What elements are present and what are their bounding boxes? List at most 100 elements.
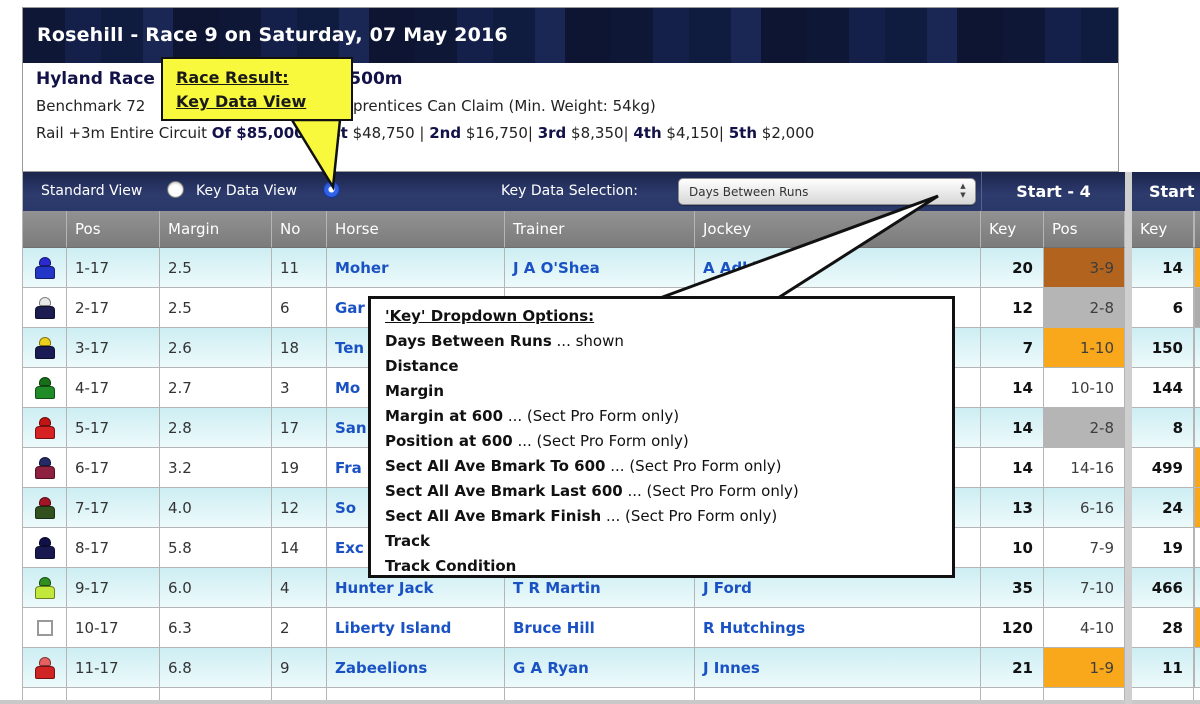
jockey-link[interactable]: J Ford — [695, 568, 981, 608]
header-no: No — [272, 211, 327, 248]
option-name: Sect All Ave Bmark Last 600 — [385, 482, 623, 500]
option-name: Position at 600 — [385, 432, 513, 450]
pos-start4-value: 7-9 — [1089, 538, 1115, 557]
dropdown-value: Days Between Runs — [689, 185, 809, 199]
race-title-bar: Rosehill - Race 9 on Saturday, 07 May 20… — [23, 8, 1118, 63]
bottom-edge — [0, 700, 1200, 704]
prize-segment: $48,750 | — [347, 124, 430, 142]
cell-no: 9 — [272, 648, 327, 688]
trainer-link[interactable]: J A O'Shea — [505, 248, 695, 288]
cell-key-start4: 13 — [981, 488, 1044, 528]
option-name: Sect All Ave Bmark Finish — [385, 507, 602, 525]
jockey-link[interactable]: J Innes — [695, 648, 981, 688]
header-margin: Margin — [160, 211, 272, 248]
silks-jacket-icon — [34, 656, 55, 679]
silks-jacket-icon — [34, 576, 55, 599]
partial-cell — [272, 688, 327, 700]
view-toolbar: Standard View Key Data View Key Data Sel… — [23, 172, 1200, 211]
trainer-link[interactable]: G A Ryan — [505, 648, 695, 688]
cell-no: 11 — [272, 248, 327, 288]
cell-no: 14 — [272, 528, 327, 568]
callout-title: 'Key' Dropdown Options: — [385, 307, 595, 325]
key-data-selection-dropdown[interactable]: Days Between Runs ▲ ▼ — [678, 178, 976, 205]
horse-link[interactable]: Hunter Jack — [327, 568, 505, 608]
horse-link[interactable]: Moher — [327, 248, 505, 288]
callout-option: Track Condition — [385, 554, 952, 579]
cell-margin: 5.8 — [160, 528, 272, 568]
cell-pos: 1-17 — [67, 248, 160, 288]
silks-empty-icon — [36, 619, 53, 636]
pos-start4-value: 7-10 — [1079, 578, 1114, 597]
cell-clipped — [1194, 408, 1200, 448]
pos-start4-value: 3-9 — [1089, 258, 1115, 277]
cell-pos: 11-17 — [67, 648, 160, 688]
cell-pos-start4: 1-9 — [1044, 648, 1125, 688]
header-pos-start4: Pos — [1044, 211, 1125, 248]
cell-margin: 6.3 — [160, 608, 272, 648]
horse-link[interactable]: Zabeelions — [327, 648, 505, 688]
page-title: Rosehill - Race 9 on Saturday, 07 May 20… — [37, 24, 508, 46]
option-name: Sect All Ave Bmark To 600 — [385, 457, 606, 475]
pos-start4-value: 14-16 — [1070, 458, 1114, 477]
silks-jacket-icon — [34, 496, 55, 519]
partial-cell — [695, 688, 981, 700]
cell-pos: 3-17 — [67, 328, 160, 368]
cell-clipped — [1194, 488, 1200, 528]
trainer-link[interactable]: T R Martin — [505, 568, 695, 608]
race-header-block: Rosehill - Race 9 on Saturday, 07 May 20… — [22, 7, 1119, 172]
silks-icon — [23, 648, 67, 688]
section-separator-strip — [1125, 172, 1132, 704]
prize-segment: Rail +3m Entire Circuit — [36, 124, 212, 142]
cell-pos-start4: 2-8 — [1044, 408, 1125, 448]
prize-segment: Of $85,000 - 1st — [211, 124, 348, 142]
jockey-link[interactable]: A Adkins — [695, 248, 981, 288]
dropdown-stepper-icon: ▲ ▼ — [960, 182, 966, 199]
table-row: 10-17 6.3 2 Liberty Island Bruce Hill R Hutch… — [23, 608, 1200, 648]
cell-pos: 9-17 — [67, 568, 160, 608]
cell-margin: 4.0 — [160, 488, 272, 528]
option-note: ... (Sect Pro Form only) — [601, 507, 778, 525]
partial-cell — [23, 688, 67, 700]
horse-link[interactable]: Liberty Island — [327, 608, 505, 648]
cell-key-start-next: 24 — [1132, 488, 1194, 528]
cell-pos: 5-17 — [67, 408, 160, 448]
race-result-callout: Race Result: Key Data View — [161, 57, 353, 121]
prize-segment: 5th — [728, 124, 758, 142]
silks-jacket-icon — [34, 296, 55, 319]
silks-icon — [23, 328, 67, 368]
cell-key-start4: 10 — [981, 528, 1044, 568]
option-note: ... shown — [551, 332, 624, 350]
section-header-start-next: Start - — [1149, 182, 1200, 201]
cell-clipped — [1194, 328, 1200, 368]
race-benchmark: Benchmark 72 — [36, 97, 146, 115]
silks-icon — [23, 368, 67, 408]
cell-margin: 2.5 — [160, 288, 272, 328]
cell-margin: 2.5 — [160, 248, 272, 288]
cell-pos: 7-17 — [67, 488, 160, 528]
cell-clipped — [1194, 528, 1200, 568]
cell-pos-start4: 14-16 — [1044, 448, 1125, 488]
trainer-link[interactable]: Bruce Hill — [505, 608, 695, 648]
partial-cell — [1044, 688, 1125, 700]
cell-key-start4: 21 — [981, 648, 1044, 688]
cell-key-start4: 14 — [981, 408, 1044, 448]
cell-key-start-next: 28 — [1132, 608, 1194, 648]
cell-key-start4: 20 — [981, 248, 1044, 288]
cell-clipped — [1194, 288, 1200, 328]
key-data-view-radio[interactable] — [323, 181, 340, 198]
cell-key-start4: 14 — [981, 368, 1044, 408]
cell-pos: 2-17 — [67, 288, 160, 328]
cell-key-start4: 35 — [981, 568, 1044, 608]
cell-margin: 2.8 — [160, 408, 272, 448]
table-row: 1-17 2.5 11 Moher J A O'Shea A Adkins 20 3-9 14 — [23, 248, 1200, 288]
jockey-link[interactable]: R Hutchings — [695, 608, 981, 648]
pos-start4-value: 2-8 — [1089, 418, 1115, 437]
pos-start4-value: 1-10 — [1079, 338, 1114, 357]
cell-pos-start4: 2-8 — [1044, 288, 1125, 328]
key-data-view-label: Key Data View — [196, 183, 297, 199]
table-header-row: Pos Margin No Horse Trainer Jockey Key P… — [23, 211, 1200, 248]
header-pos: Pos — [67, 211, 160, 248]
standard-view-radio[interactable] — [167, 181, 184, 198]
cell-pos-start4: 7-9 — [1044, 528, 1125, 568]
race-name-left: Hyland Race — [36, 69, 155, 89]
